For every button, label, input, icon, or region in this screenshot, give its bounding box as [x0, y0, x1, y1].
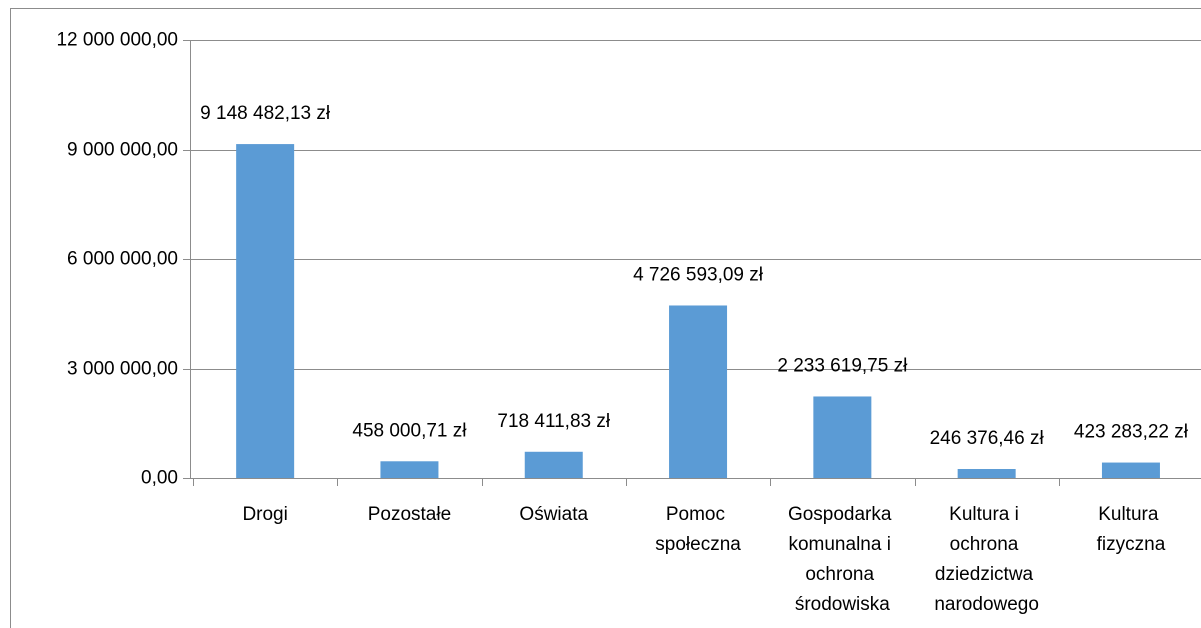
x-tick-label: Drogi: [242, 504, 287, 525]
bar: [524, 451, 583, 478]
y-tick-label: 6 000 000,00: [67, 249, 178, 270]
x-tick-label: Kultura i ochrona dziedzictwa narodowego: [934, 504, 1039, 615]
chart-frame: [10, 8, 1201, 628]
bar: [957, 469, 1016, 478]
data-label: 458 000,71 zł: [352, 420, 467, 441]
bar: [236, 144, 295, 479]
bar: [1101, 462, 1160, 478]
y-tick-label: 12 000 000,00: [56, 30, 178, 51]
y-tick-label: 0,00: [141, 468, 178, 489]
x-tick-label: Pomoc społeczna: [655, 504, 741, 555]
data-label: 2 233 619,75 zł: [777, 355, 908, 376]
data-label: 246 376,46 zł: [930, 428, 1045, 449]
x-tick-label: Kultura fizyczna: [1097, 504, 1166, 555]
x-tick-label: Pozostałe: [368, 504, 451, 525]
y-tick-label: 3 000 000,00: [67, 359, 178, 380]
y-tick-label: 9 000 000,00: [67, 140, 178, 161]
bar: [669, 305, 728, 478]
x-tick-label: Gospodarka komunalna i ochrona środowisk…: [788, 504, 897, 615]
bar: [380, 461, 439, 478]
bar: [813, 396, 872, 478]
data-label: 423 283,22 zł: [1074, 422, 1189, 443]
data-label: 9 148 482,13 zł: [200, 103, 331, 124]
data-label: 4 726 593,09 zł: [633, 264, 764, 285]
x-tick-label: Oświata: [519, 504, 588, 525]
data-label: 718 411,83 zł: [497, 411, 610, 432]
